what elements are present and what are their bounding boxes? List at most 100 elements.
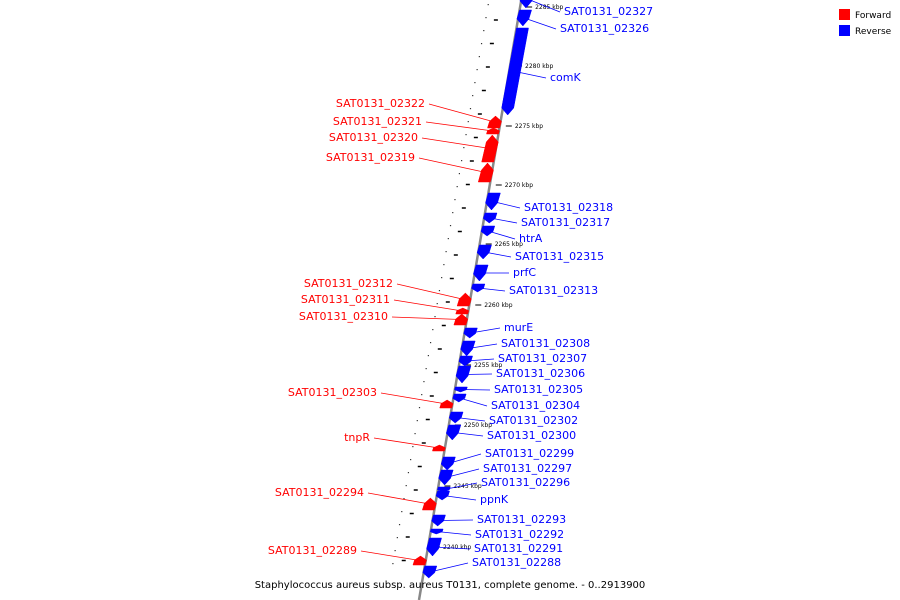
gene-label[interactable]: SAT0131_02310 [299,310,388,323]
gene-label[interactable]: SAT0131_02320 [329,131,418,144]
ring-dot [467,121,469,123]
ring-dot [443,264,445,266]
label-connector [442,495,477,501]
label-connector [492,201,521,209]
ring-dot [454,199,456,201]
gene-label[interactable]: SAT0131_02291 [474,542,563,555]
label-connector [465,358,495,362]
label-connector [453,432,484,437]
gene-arrow[interactable] [431,514,446,527]
gene-label[interactable]: prfC [513,266,536,279]
gene-labels: SAT0131_02327 SAT0131_02326 comK SAT0131_02… [268,0,653,573]
gene-label[interactable]: SAT0131_02312 [304,277,393,290]
ring-dot [403,498,405,500]
gene-arrow[interactable] [516,9,532,27]
label-connector [467,343,498,349]
gene-label[interactable]: SAT0131_02296 [481,476,570,489]
gene-label[interactable]: SAT0131_02304 [491,399,580,412]
gene-label[interactable]: SAT0131_02288 [472,556,561,569]
ring-dot [423,381,425,383]
ring-dot [432,329,434,331]
gene-label[interactable]: comK [550,71,581,84]
label-connector [445,468,480,478]
gene-label[interactable]: SAT0131_02294 [275,486,364,499]
gene-label[interactable]: SAT0131_02321 [333,115,422,128]
label-connector [448,453,482,464]
ring-dot [396,537,398,539]
label-connector [478,287,506,292]
gene-label[interactable]: SAT0131_02319 [326,151,415,164]
ring-dot [438,290,441,292]
ring-dot [421,394,423,396]
ring-dot [452,212,454,214]
gene-label[interactable]: SAT0131_02327 [564,5,653,18]
gene-label[interactable]: SAT0131_02302 [489,414,578,427]
legend-forward-label: Forward [855,11,891,21]
ring-dot [434,316,436,318]
tick-label: 2260 kbp [484,302,512,309]
ring-dot [485,17,487,19]
label-connector [456,417,486,422]
gene-label[interactable]: SAT0131_02308 [501,337,590,350]
gene-label[interactable]: SAT0131_02289 [268,544,357,557]
label-connector [515,71,547,79]
gene-label[interactable]: SAT0131_02292 [475,528,564,541]
ring-dot [478,56,480,58]
gene-label[interactable]: htrA [519,232,543,245]
ring-dot [392,563,394,565]
tick-label: 2250 kbp [464,422,492,429]
gene-label[interactable]: tnpR [344,431,370,444]
gene-label[interactable]: SAT0131_02317 [521,216,610,229]
gene-label[interactable]: SAT0131_02307 [498,352,587,365]
legend-reverse-label: Reverse [855,27,892,37]
gene-arrow[interactable] [519,0,535,9]
label-connector [396,283,465,300]
ring-dot [469,108,472,110]
ring-dot [480,43,483,45]
gene-label[interactable]: SAT0131_02299 [485,447,574,460]
legend: Forward Reverse [839,9,892,37]
gene-label[interactable]: SAT0131_02326 [560,22,649,35]
ring-dot [463,147,465,149]
gene-label[interactable]: SAT0131_02293 [477,513,566,526]
gene-label[interactable]: SAT0131_02303 [288,386,377,399]
label-connector [487,230,516,240]
gene-label[interactable]: murE [504,321,533,334]
label-connector [360,550,420,561]
ring-dot [456,186,458,188]
label-connector [524,17,557,30]
label-connector [436,531,472,536]
gene-label[interactable]: SAT0131_02315 [515,250,604,263]
gene-arrow[interactable] [473,264,489,282]
ring-dot [474,82,476,84]
label-connector [380,392,447,405]
label-connector [393,299,463,312]
gene-label[interactable]: SAT0131_02306 [496,367,585,380]
tick-label: 2270 kbp [505,182,533,189]
gene-label[interactable]: SAT0131_02311 [301,293,390,306]
tick-label: 2280 kbp [525,63,553,70]
label-connector [484,251,512,258]
ring-dot [394,550,396,552]
gene-label[interactable]: SAT0131_02305 [494,383,583,396]
ring-dot [441,277,443,279]
gene-arrow[interactable] [471,283,486,293]
ring-dot [427,355,429,357]
ring-dot [483,30,485,32]
ring-dot [414,433,416,435]
ring-dot [449,225,452,227]
genome-caption: Staphylococcus aureus subsp. aureus T013… [255,580,646,591]
gene-label[interactable]: ppnK [480,493,509,506]
label-connector [421,137,491,149]
gene-label[interactable]: SAT0131_02322 [336,97,425,110]
gene-label[interactable]: SAT0131_02300 [487,429,576,442]
ring-dot [407,472,410,474]
gene-label[interactable]: SAT0131_02313 [509,284,598,297]
label-connector [418,157,486,173]
ring-dot [412,446,414,448]
gene-label[interactable]: SAT0131_02297 [483,462,572,475]
ring-dot [445,251,447,253]
gene-label[interactable]: SAT0131_02318 [524,201,613,214]
legend-reverse-swatch [839,25,850,36]
